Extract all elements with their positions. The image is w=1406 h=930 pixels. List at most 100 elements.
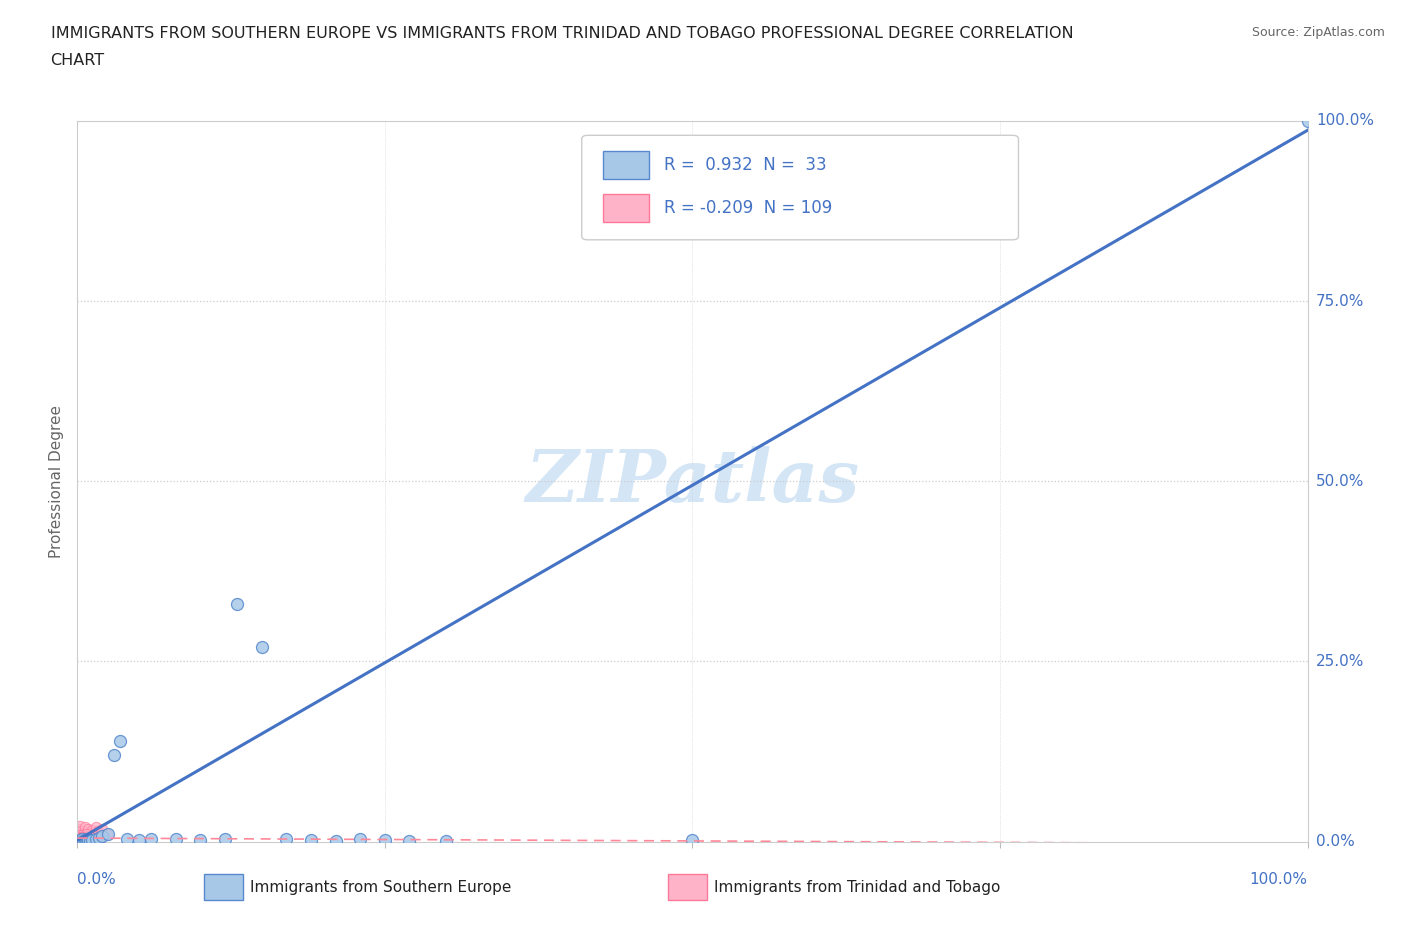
- Point: [72, 833, 94, 848]
- Point: [69, 832, 91, 847]
- Point: [67, 832, 90, 847]
- Text: Source: ZipAtlas.com: Source: ZipAtlas.com: [1251, 26, 1385, 39]
- Point: [69, 832, 91, 847]
- Point: [72, 830, 94, 844]
- Point: [69, 832, 91, 847]
- Point: [67, 832, 90, 847]
- Text: 0.0%: 0.0%: [77, 872, 117, 887]
- Point: [67, 832, 90, 847]
- Point: [70, 831, 93, 846]
- Point: [93, 828, 115, 843]
- Point: [67, 832, 90, 847]
- Point: [89, 827, 111, 842]
- Point: [67, 832, 90, 847]
- Point: [67, 832, 90, 847]
- Point: [67, 832, 90, 847]
- Point: [67, 832, 90, 847]
- Point: [67, 832, 90, 847]
- Point: [67, 832, 90, 847]
- Point: [69, 831, 91, 846]
- Text: 0.0%: 0.0%: [1316, 834, 1354, 849]
- Point: [110, 733, 132, 748]
- Y-axis label: Professional Degree: Professional Degree: [49, 405, 65, 558]
- Text: 25.0%: 25.0%: [1316, 654, 1364, 669]
- Point: [69, 832, 91, 847]
- Point: [67, 832, 90, 847]
- Point: [67, 832, 90, 847]
- Point: [80, 826, 103, 841]
- Point: [67, 832, 90, 847]
- Point: [128, 832, 150, 847]
- Point: [84, 820, 107, 835]
- Point: [96, 826, 118, 841]
- Point: [67, 832, 90, 847]
- Point: [115, 832, 138, 847]
- Point: [67, 832, 90, 847]
- Point: [299, 832, 322, 847]
- Point: [436, 833, 458, 848]
- Point: [67, 832, 90, 847]
- Text: Immigrants from Southern Europe: Immigrants from Southern Europe: [250, 880, 512, 895]
- Point: [276, 832, 298, 847]
- Point: [76, 832, 98, 847]
- Point: [67, 832, 90, 847]
- Point: [67, 832, 90, 847]
- Text: 75.0%: 75.0%: [1316, 294, 1364, 309]
- Point: [90, 829, 114, 844]
- Point: [67, 832, 90, 847]
- Point: [73, 829, 96, 844]
- Point: [103, 748, 125, 763]
- Point: [67, 832, 90, 847]
- Point: [69, 830, 91, 845]
- Point: [73, 820, 96, 835]
- Text: 50.0%: 50.0%: [1316, 473, 1364, 489]
- Point: [72, 826, 94, 841]
- Point: [67, 832, 90, 847]
- Point: [75, 827, 97, 842]
- Point: [67, 831, 90, 846]
- Point: [67, 832, 90, 847]
- Point: [67, 832, 90, 847]
- Point: [67, 832, 90, 847]
- Point: [67, 832, 90, 847]
- Point: [69, 832, 91, 847]
- Text: ZIPatlas: ZIPatlas: [526, 445, 859, 517]
- Point: [69, 832, 91, 847]
- Point: [67, 832, 90, 847]
- Point: [67, 832, 90, 847]
- Point: [77, 832, 100, 847]
- Point: [69, 818, 91, 833]
- Point: [69, 832, 91, 847]
- Point: [70, 823, 93, 838]
- Point: [97, 827, 120, 842]
- Point: [67, 830, 90, 845]
- Point: [69, 830, 91, 845]
- Point: [72, 830, 94, 844]
- Point: [87, 823, 110, 838]
- Point: [83, 825, 105, 840]
- Point: [70, 827, 93, 842]
- Bar: [603, 152, 650, 179]
- Point: [69, 832, 91, 847]
- Point: [67, 832, 90, 847]
- Point: [67, 832, 90, 847]
- Point: [90, 821, 114, 836]
- Point: [226, 596, 249, 611]
- Point: [141, 831, 163, 846]
- Point: [67, 832, 90, 847]
- Point: [67, 832, 90, 847]
- Text: IMMIGRANTS FROM SOUTHERN EUROPE VS IMMIGRANTS FROM TRINIDAD AND TOBAGO PROFESSIO: IMMIGRANTS FROM SOUTHERN EUROPE VS IMMIG…: [51, 26, 1073, 41]
- Point: [69, 831, 91, 846]
- Text: Immigrants from Trinidad and Tobago: Immigrants from Trinidad and Tobago: [714, 880, 1001, 895]
- Point: [398, 833, 420, 848]
- Point: [69, 832, 91, 847]
- Point: [67, 832, 90, 847]
- Point: [79, 833, 101, 848]
- Point: [67, 832, 90, 847]
- Point: [67, 832, 90, 847]
- Bar: [603, 194, 650, 221]
- Point: [70, 832, 93, 847]
- Point: [69, 832, 91, 847]
- Point: [188, 832, 212, 847]
- Point: [1296, 113, 1319, 128]
